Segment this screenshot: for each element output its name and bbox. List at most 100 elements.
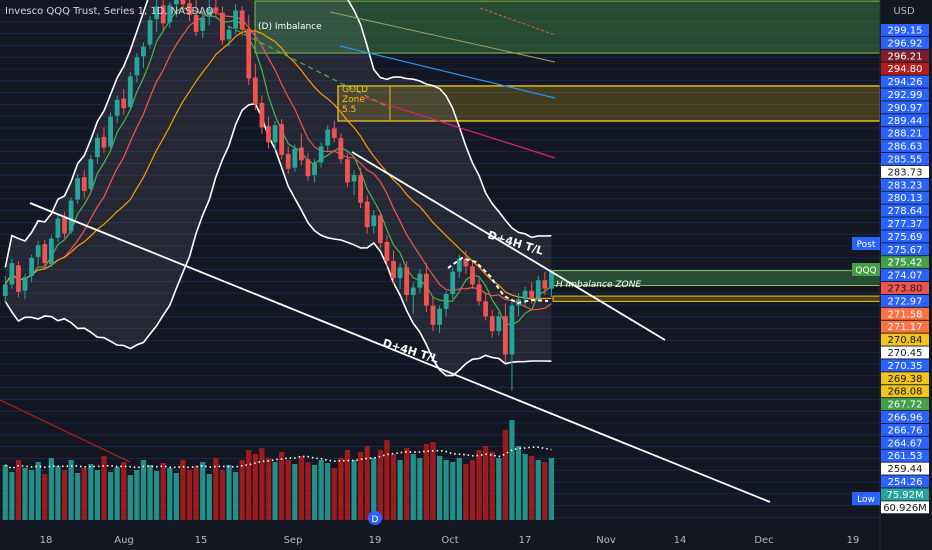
candle-body bbox=[213, 7, 219, 12]
volume-bar bbox=[476, 450, 482, 520]
candle-body bbox=[318, 146, 324, 163]
blue-line bbox=[339, 45, 556, 99]
candle-body bbox=[483, 301, 489, 317]
volume-bar bbox=[180, 460, 186, 520]
gold-zone-label-2: Zone bbox=[342, 95, 365, 105]
candle-body bbox=[522, 290, 528, 300]
lower-trendline bbox=[29, 202, 771, 503]
price-label: 272.97 bbox=[888, 296, 923, 307]
volume-bar bbox=[127, 475, 133, 520]
x-tick-label: 18 bbox=[40, 535, 53, 546]
x-tick-label: Dec bbox=[754, 535, 773, 546]
volume-bar bbox=[101, 456, 107, 520]
price-label: 266.76 bbox=[888, 425, 923, 436]
volume-bar bbox=[430, 442, 436, 520]
candle-body bbox=[68, 200, 74, 232]
price-label-bg bbox=[881, 256, 929, 269]
volume-bar bbox=[121, 462, 127, 520]
candle-body bbox=[48, 238, 54, 265]
tag-post bbox=[852, 237, 880, 250]
price-label: 294.80 bbox=[888, 64, 923, 75]
candle-body bbox=[141, 46, 146, 57]
candle-body bbox=[463, 258, 469, 267]
candle-body bbox=[410, 287, 416, 296]
price-label: 275.42 bbox=[888, 258, 923, 269]
volume-bar bbox=[29, 470, 35, 520]
price-label-bg bbox=[881, 333, 929, 346]
candle-body bbox=[173, 0, 179, 5]
volume-bar bbox=[239, 460, 245, 520]
price-label: 283.73 bbox=[888, 167, 923, 178]
candle-body bbox=[443, 293, 449, 309]
volume-bar bbox=[167, 468, 173, 520]
price-label: 296.21 bbox=[888, 51, 923, 62]
price-label-bg bbox=[881, 243, 929, 256]
candle-body bbox=[95, 137, 100, 158]
price-label-bg bbox=[881, 49, 929, 62]
band-upper bbox=[4, 0, 552, 268]
magenta-line bbox=[359, 95, 556, 159]
price-label-bg bbox=[881, 488, 929, 501]
candles bbox=[2, 0, 554, 391]
price-label-bg bbox=[881, 204, 929, 217]
volume-bar bbox=[35, 462, 41, 520]
price-label-bg bbox=[881, 282, 929, 294]
candle-body bbox=[325, 129, 331, 146]
candle-body bbox=[305, 159, 311, 177]
volume-bar bbox=[436, 456, 443, 520]
event-marker[interactable] bbox=[368, 511, 382, 525]
candle-body bbox=[88, 159, 94, 189]
price-label: 278.64 bbox=[888, 206, 923, 217]
volume-bar bbox=[423, 444, 430, 520]
volume-bar bbox=[246, 450, 252, 520]
volume-bar bbox=[463, 464, 469, 520]
price-label: 277.37 bbox=[888, 219, 923, 230]
tag-low-label: Low bbox=[857, 495, 875, 505]
volume-bar bbox=[193, 466, 199, 520]
candle-body bbox=[9, 263, 15, 285]
price-label-bg bbox=[881, 191, 929, 204]
candle-body bbox=[417, 273, 423, 288]
price-label-bg bbox=[881, 475, 929, 488]
candle-body bbox=[121, 98, 127, 109]
candle-body bbox=[384, 241, 390, 262]
volume-bar bbox=[390, 454, 397, 520]
candle-body bbox=[489, 316, 495, 332]
candle-body bbox=[29, 257, 35, 276]
volume-bar bbox=[529, 456, 535, 520]
volume-bar bbox=[15, 460, 22, 520]
volume-bar bbox=[55, 466, 61, 520]
x-tick-label: Sep bbox=[284, 535, 303, 546]
candle-body bbox=[134, 57, 140, 76]
imbalance-top-label: (D) Imbalance bbox=[258, 22, 322, 32]
price-label-bg bbox=[881, 398, 929, 411]
volume-bar bbox=[134, 470, 140, 520]
volume-bar bbox=[285, 460, 291, 520]
candle-body bbox=[404, 267, 410, 296]
price-label-bg bbox=[881, 140, 929, 153]
price-label: 283.23 bbox=[888, 180, 923, 191]
dotted-path bbox=[447, 256, 549, 305]
candle-body bbox=[154, 6, 160, 20]
volume-bar bbox=[515, 446, 522, 520]
volume-bar bbox=[173, 473, 179, 520]
candle-body bbox=[272, 125, 278, 143]
volume-bar bbox=[397, 460, 403, 520]
volume-bar bbox=[200, 462, 206, 520]
candle-body bbox=[476, 284, 482, 302]
candle-body bbox=[16, 265, 21, 292]
volume-bar bbox=[377, 450, 383, 520]
candle-body bbox=[450, 271, 456, 294]
price-label: 275.67 bbox=[888, 245, 923, 256]
gold-zone-label-3: 5.5 bbox=[342, 105, 356, 115]
price-label-bg bbox=[881, 294, 929, 307]
candle-body bbox=[285, 153, 291, 169]
candle-body bbox=[147, 20, 153, 45]
volume-bar bbox=[2, 465, 8, 520]
ma-medium bbox=[4, 11, 552, 311]
candle-body bbox=[127, 76, 133, 108]
price-label-bg bbox=[881, 230, 929, 243]
candle-body bbox=[55, 218, 61, 238]
price-label: 268.08 bbox=[888, 387, 923, 398]
